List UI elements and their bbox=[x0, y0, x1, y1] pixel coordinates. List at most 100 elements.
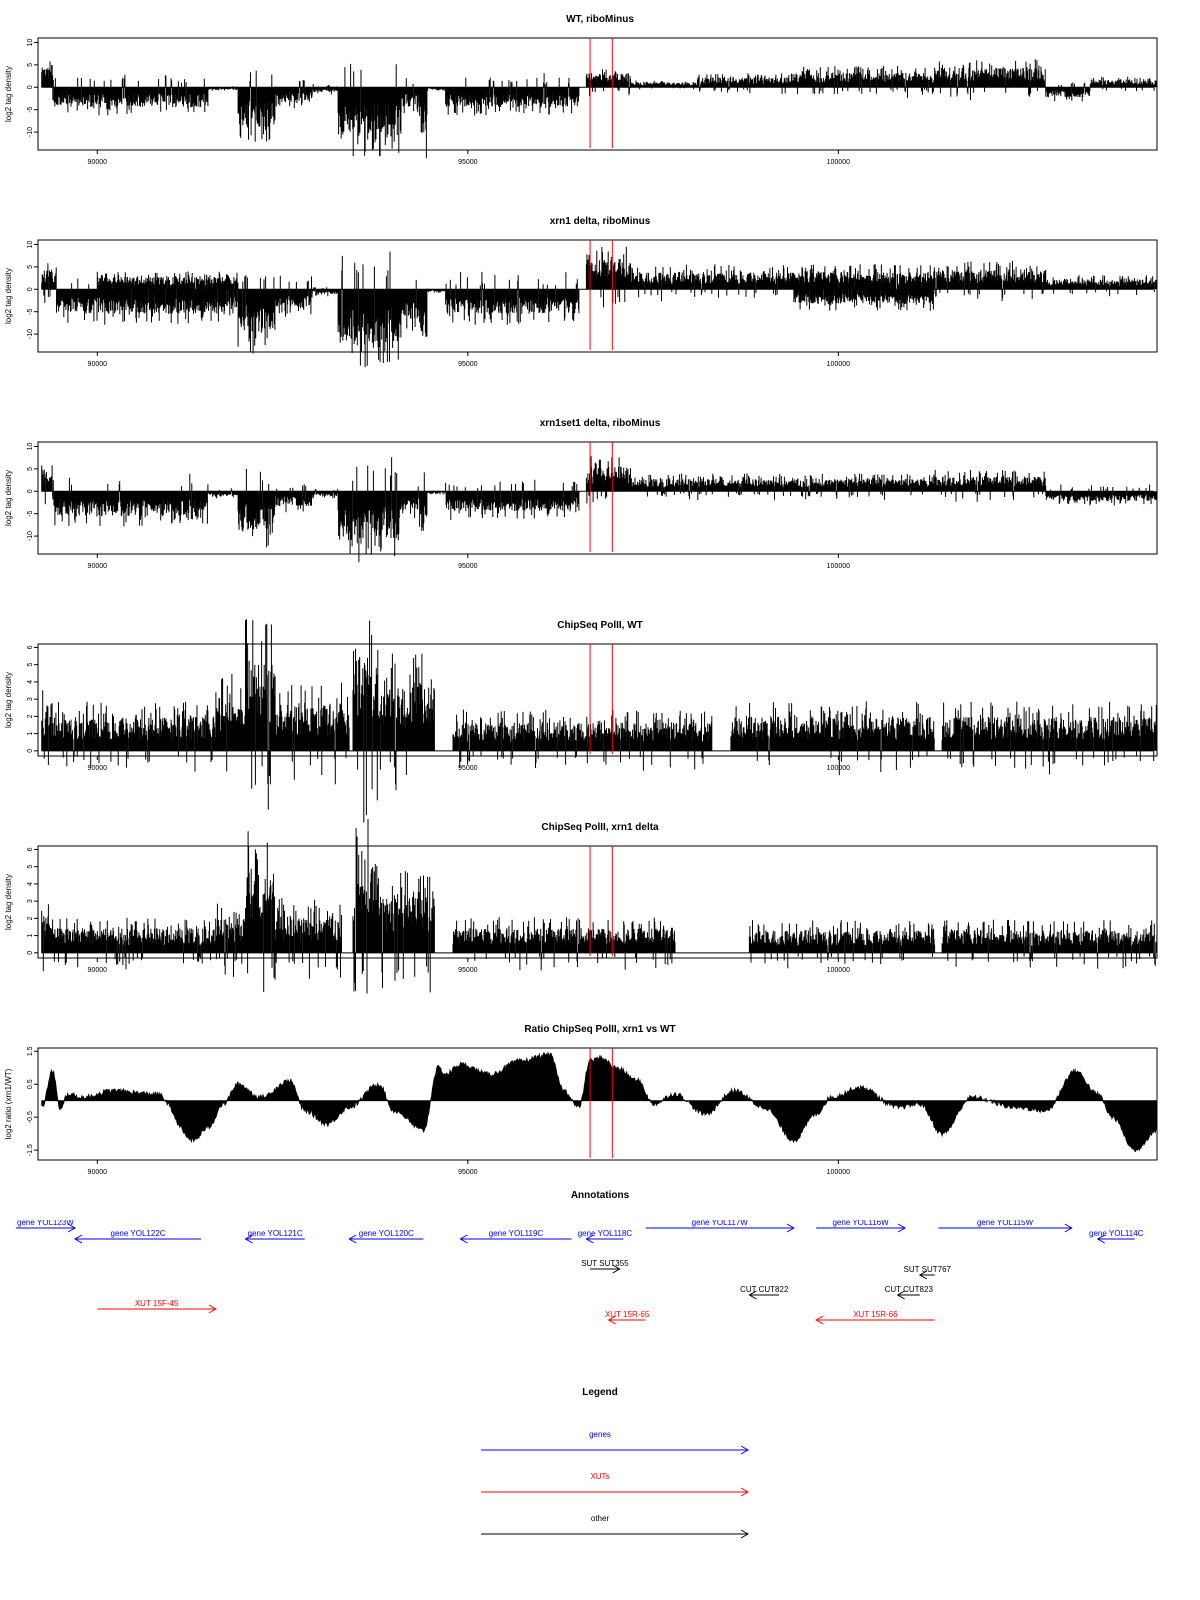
legend-label: genes bbox=[589, 1430, 611, 1439]
plot-frame bbox=[37, 37, 1158, 151]
plot-frame bbox=[37, 239, 1158, 353]
y-tick-label: 4 bbox=[27, 680, 34, 684]
signal-path bbox=[41, 619, 1158, 823]
annotations-title: Annotations bbox=[570, 1190, 630, 1201]
legend-panel: Legend genes XUTs other bbox=[0, 1387, 1200, 1590]
x-tick-label: 100000 bbox=[827, 967, 850, 974]
x-tick-label: 95000 bbox=[458, 765, 478, 772]
legend-arrow-head bbox=[740, 1529, 750, 1539]
annotation-feature: gene YOL123W bbox=[15, 1218, 77, 1233]
arrow-head bbox=[67, 1223, 77, 1233]
y-tick-label: 0 bbox=[27, 489, 34, 493]
chart-panel-6: Ratio ChipSeq PolII, xrn1 vs WT log2 rati… bbox=[0, 1010, 1200, 1206]
y-tick-label: 0 bbox=[27, 287, 34, 291]
y-tick-label: 5 bbox=[27, 63, 34, 67]
y-tick-label: 0 bbox=[27, 951, 34, 955]
x-tick-label: 90000 bbox=[88, 1169, 108, 1176]
chart-svg: -10 -5 0 5 10 90000 95000 100000 bbox=[27, 441, 1158, 570]
y-tick-label: 2 bbox=[27, 916, 34, 920]
feature-label: gene YOL118C bbox=[578, 1229, 633, 1238]
chart-title: Ratio ChipSeq PolII, xrn1 vs WT bbox=[524, 1024, 676, 1035]
chart-panel-3: xrn1set1 delta, riboMinus log2 tag densit… bbox=[0, 404, 1200, 600]
y-tick-label: -0.5 bbox=[27, 1111, 34, 1123]
y-tick-label: -5 bbox=[27, 510, 34, 516]
feature-label: XUT 15R-66 bbox=[853, 1310, 898, 1319]
arrow-head bbox=[896, 1290, 905, 1300]
feature-label: gene YOL121C bbox=[248, 1229, 303, 1238]
y-tick-label: -10 bbox=[27, 531, 34, 541]
plot-frame bbox=[37, 441, 1158, 555]
legend-label: other bbox=[591, 1514, 610, 1523]
y-tick-label: -10 bbox=[27, 329, 34, 339]
y-tick-label: 10 bbox=[27, 442, 34, 450]
signal-path bbox=[41, 456, 1158, 563]
annotation-feature: XUT 15R-66 bbox=[815, 1310, 935, 1325]
chart-title: WT, riboMinus bbox=[566, 14, 634, 25]
y-tick-label: -5 bbox=[27, 308, 34, 314]
annotation-feature: CUT CUT822 bbox=[740, 1285, 789, 1300]
chart-title: ChipSeq PolII, xrn1 delta bbox=[541, 822, 659, 833]
y-tick-label: 3 bbox=[27, 697, 34, 701]
legend-arrow-head bbox=[740, 1487, 750, 1497]
arrow-head bbox=[244, 1234, 253, 1244]
arrow-head bbox=[74, 1234, 83, 1244]
chart-panel-1: WT, riboMinus log2 tag density -10 -5 0 5 10 90… bbox=[0, 0, 1200, 196]
annotation-feature: gene YOL114C bbox=[1089, 1229, 1144, 1244]
signal-path bbox=[41, 819, 1158, 994]
y-tick-label: 5 bbox=[27, 865, 34, 869]
x-tick-label: 100000 bbox=[827, 563, 850, 570]
x-tick-label: 100000 bbox=[827, 1169, 850, 1176]
arrow-head bbox=[585, 1234, 594, 1244]
plot-frame bbox=[37, 643, 1158, 757]
annotation-feature: SUT SUT355 bbox=[581, 1259, 629, 1274]
signal-bars bbox=[41, 456, 1158, 563]
feature-label: gene YOL114C bbox=[1089, 1229, 1144, 1238]
x-tick-label: 95000 bbox=[458, 563, 478, 570]
arrow-head bbox=[607, 1315, 616, 1325]
y-tick-label: -10 bbox=[27, 127, 34, 137]
annotations-panel: Annotations gene YOL123W gene YOL122C gene… bbox=[0, 1190, 1200, 1390]
signal-bars bbox=[41, 59, 1158, 159]
chart-svg: 0 1 2 3 4 5 6 90000 95000 100000 bbox=[27, 619, 1158, 823]
x-tick-label: 100000 bbox=[827, 765, 850, 772]
y-tick-label: 3 bbox=[27, 899, 34, 903]
y-tick-label: 6 bbox=[27, 645, 34, 649]
y-tick-label: 0 bbox=[27, 85, 34, 89]
chart-panel-5: ChipSeq PolII, xrn1 delta log2 tag densit… bbox=[0, 808, 1200, 1004]
chart-panel-4: ChipSeq PolII, WT log2 tag density 0 1 2 3 4 5 6… bbox=[0, 606, 1200, 823]
y-tick-label: 1 bbox=[27, 732, 34, 736]
legend-item: XUTs bbox=[481, 1472, 750, 1497]
y-tick-label: 6 bbox=[27, 847, 34, 851]
feature-label: CUT CUT822 bbox=[740, 1285, 789, 1294]
annotations-track: gene YOL123W gene YOL122C gene YOL121C gene… bbox=[15, 1218, 1144, 1325]
x-tick-label: 90000 bbox=[88, 563, 108, 570]
ratio-area bbox=[41, 1052, 1158, 1153]
feature-label: CUT CUT823 bbox=[885, 1285, 934, 1294]
arrow-head bbox=[786, 1223, 795, 1233]
legend-title: Legend bbox=[582, 1387, 618, 1398]
signal-bars bbox=[41, 246, 1158, 368]
y-tick-label: 0.5 bbox=[27, 1079, 34, 1089]
arrow-head bbox=[897, 1223, 907, 1233]
arrow-head bbox=[612, 1264, 621, 1274]
y-tick-label: 10 bbox=[27, 38, 34, 46]
arrow-head bbox=[815, 1315, 824, 1325]
arrow-head bbox=[748, 1290, 757, 1300]
feature-label: gene YOL115W bbox=[977, 1220, 1034, 1227]
annotation-feature: gene YOL117W bbox=[645, 1218, 795, 1233]
arrow-head bbox=[348, 1234, 357, 1244]
feature-label: XUT 15R-65 bbox=[605, 1310, 650, 1319]
signal-path bbox=[41, 59, 1158, 159]
y-tick-label: 2 bbox=[27, 714, 34, 718]
annotation-feature: gene YOL122C bbox=[74, 1229, 202, 1244]
feature-label: gene YOL116W bbox=[832, 1220, 889, 1227]
feature-label: gene YOL123W bbox=[17, 1220, 74, 1227]
y-tick-label: 1.5 bbox=[27, 1046, 34, 1056]
feature-label: SUT SUT767 bbox=[904, 1265, 952, 1274]
chart-title: xrn1 delta, riboMinus bbox=[549, 216, 651, 227]
x-tick-label: 95000 bbox=[458, 967, 478, 974]
legend-arrow-head bbox=[740, 1445, 750, 1455]
chart-svg: -1.5 -0.5 0.5 1.5 90000 95000 100000 bbox=[27, 1046, 1158, 1176]
legend-item: other bbox=[481, 1514, 750, 1539]
feature-label: gene YOL122C bbox=[111, 1229, 166, 1238]
